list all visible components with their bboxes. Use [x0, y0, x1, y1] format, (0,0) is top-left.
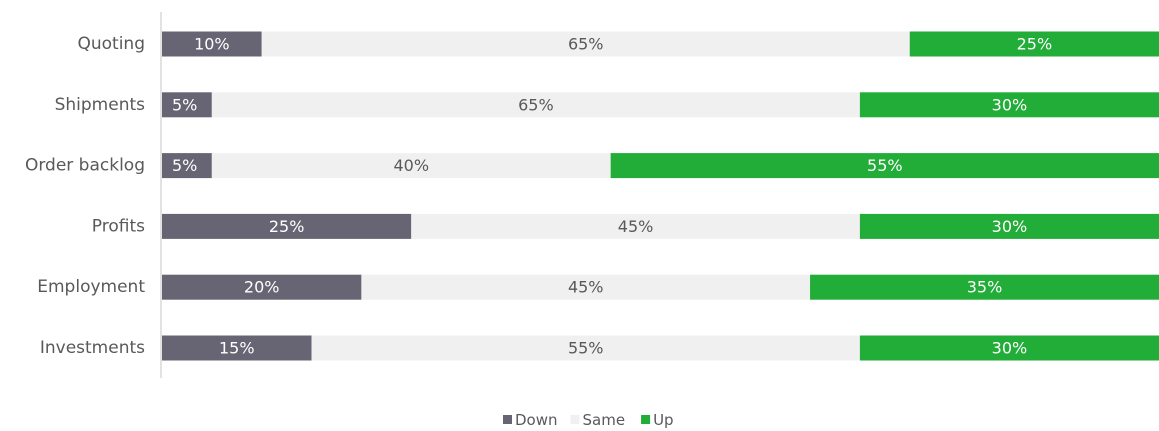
data-label-up-quoting: 25%	[1017, 35, 1053, 54]
bar-down-employment	[162, 274, 362, 300]
data-label-down-shipments: 5%	[172, 95, 197, 114]
category-label-order-backlog: Order backlog	[25, 156, 145, 176]
data-label-down-profits: 25%	[269, 217, 305, 236]
data-label-down-quoting: 10%	[194, 35, 230, 54]
data-label-same-employment: 45%	[568, 278, 604, 297]
legend-label-same: Same	[583, 411, 626, 429]
bar-down-profits	[162, 213, 412, 239]
bar-down-order-backlog	[162, 153, 212, 179]
data-label-same-quoting: 65%	[568, 35, 604, 54]
bar-down-investments	[162, 335, 312, 361]
bar-up-profits	[859, 213, 1159, 239]
bar-down-shipments	[162, 92, 212, 118]
data-label-down-order-backlog: 5%	[172, 156, 197, 175]
data-label-down-investments: 15%	[219, 339, 255, 358]
legend-label-down: Down	[515, 411, 558, 429]
bar-same-investments	[311, 335, 860, 361]
category-labels: Quoting Shipments Order backlog Profits Empl…	[25, 34, 145, 358]
bar-up-investments	[859, 335, 1159, 361]
bars-group: 10% 65% 25% 5% 65% 30% 5% 40% 55% 25% 45% 30% 20% 45%…	[162, 31, 1159, 361]
legend: Down Same Up	[503, 411, 674, 429]
legend-label-up: Up	[653, 411, 674, 429]
bar-same-employment	[361, 274, 811, 300]
bar-same-shipments	[211, 92, 860, 118]
legend-swatch-up	[641, 415, 651, 424]
bar-same-order-backlog	[211, 153, 611, 179]
category-label-investments: Investments	[40, 338, 145, 358]
bar-same-quoting	[261, 31, 910, 57]
legend-swatch-down	[503, 415, 512, 424]
bar-up-shipments	[859, 92, 1159, 118]
category-label-quoting: Quoting	[77, 34, 145, 54]
data-label-same-order-backlog: 40%	[393, 156, 429, 175]
data-label-same-shipments: 65%	[518, 95, 554, 114]
bar-up-employment	[810, 274, 1159, 300]
data-label-up-order-backlog: 55%	[867, 156, 903, 175]
data-label-up-shipments: 30%	[992, 95, 1028, 114]
data-label-up-investments: 30%	[992, 339, 1028, 358]
category-label-employment: Employment	[37, 277, 145, 297]
bar-up-order-backlog	[610, 153, 1159, 179]
bar-same-profits	[411, 213, 860, 239]
data-label-down-employment: 20%	[244, 278, 280, 297]
data-label-same-profits: 45%	[618, 217, 654, 236]
legend-swatch-same	[570, 415, 580, 424]
category-label-shipments: Shipments	[55, 95, 146, 115]
bar-up-quoting	[909, 31, 1159, 57]
data-label-up-profits: 30%	[992, 217, 1028, 236]
data-label-same-investments: 55%	[568, 339, 604, 358]
data-label-up-employment: 35%	[967, 278, 1003, 297]
bar-down-quoting	[162, 31, 262, 57]
category-label-profits: Profits	[92, 216, 145, 236]
